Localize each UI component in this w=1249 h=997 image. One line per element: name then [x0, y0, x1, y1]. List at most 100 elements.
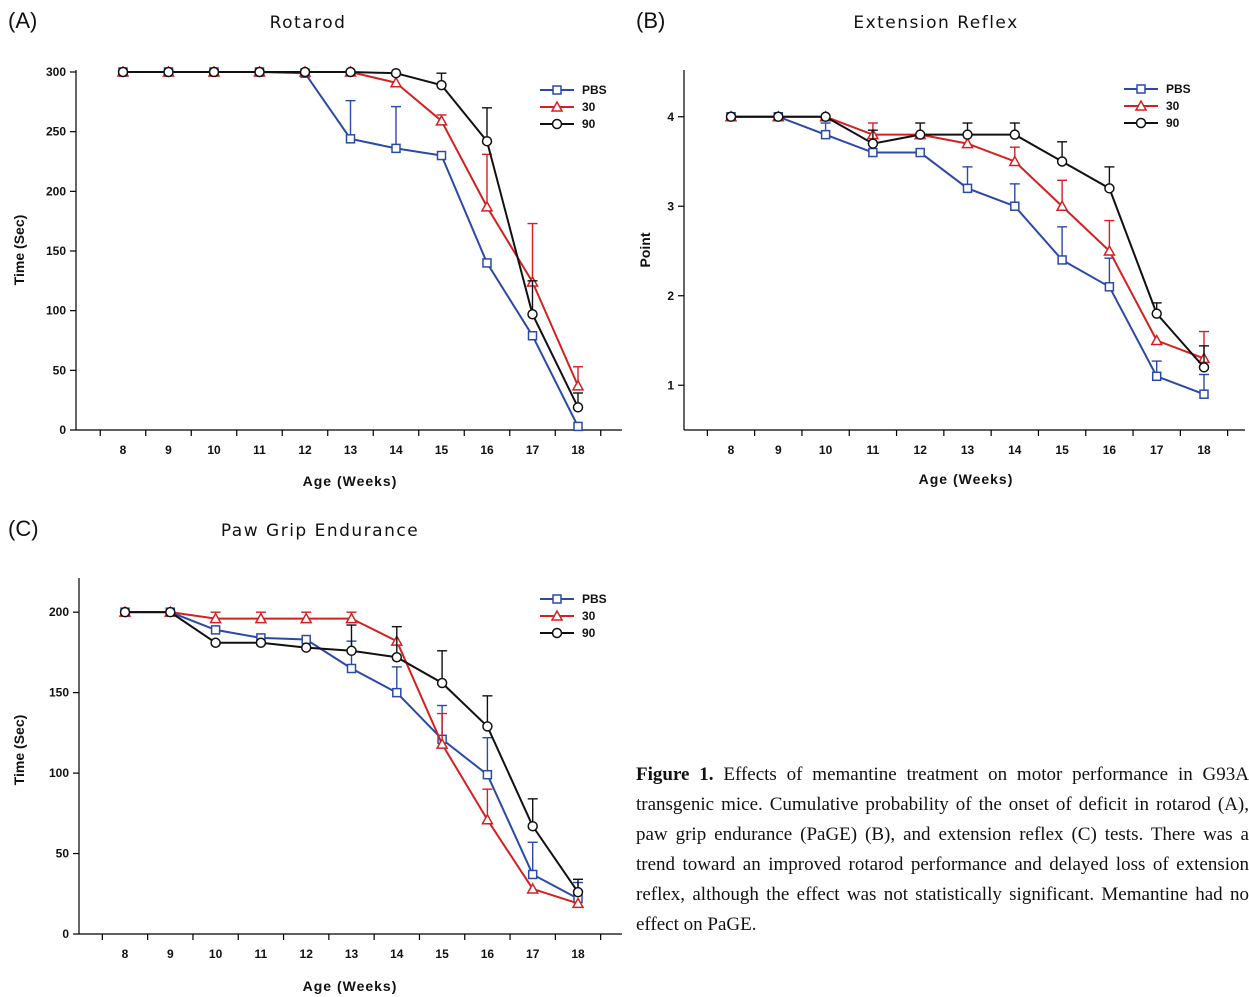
x-tick-label: 10: [209, 947, 223, 961]
data-point: [867, 138, 879, 149]
data-point: [482, 721, 493, 732]
data-point: [435, 737, 449, 749]
x-tick-label: 16: [480, 443, 494, 457]
y-tick-label: 100: [46, 304, 66, 318]
data-point: [773, 111, 784, 122]
y-tick-label: 4: [667, 110, 674, 124]
chart-panel-2: (C) Paw Grip Endurance 0 50 100 150 200 8 9 10 11 1…: [8, 516, 622, 994]
x-tick-label: 15: [435, 947, 449, 961]
x-tick-label: 12: [300, 947, 314, 961]
x-tick-label: 16: [481, 947, 495, 961]
y-tick-label: 300: [46, 65, 66, 79]
data-point: [1150, 333, 1163, 346]
data-point: [1009, 129, 1021, 140]
y-tick-label: 100: [49, 766, 69, 780]
legend-label: 30: [1166, 99, 1180, 113]
x-tick-label: 17: [526, 947, 540, 961]
x-axis-label: Age (Weeks): [303, 473, 398, 489]
x-tick-label: 8: [120, 443, 127, 457]
y-tick-label: 0: [59, 423, 66, 437]
data-point: [1104, 282, 1115, 292]
data-point: [165, 606, 176, 618]
caption-text: Effects of memantine treatment on motor …: [636, 764, 1249, 935]
legend-label: 90: [582, 117, 596, 131]
data-point: [527, 308, 538, 320]
y-tick-label: 200: [46, 184, 66, 198]
data-point: [117, 66, 129, 78]
data-point: [962, 129, 973, 140]
y-tick-label: 0: [62, 927, 69, 941]
data-point: [526, 882, 539, 894]
y-tick-label: 150: [46, 244, 66, 258]
data-point: [915, 147, 925, 158]
x-tick-label: 8: [122, 947, 129, 961]
x-tick-label: 9: [167, 947, 174, 961]
data-point: [346, 663, 357, 674]
legend-label: PBS: [582, 592, 607, 606]
data-point: [914, 129, 926, 140]
x-tick-label: 13: [961, 443, 975, 457]
data-point: [572, 886, 584, 898]
x-tick-label: 18: [571, 443, 585, 457]
data-point: [1198, 362, 1210, 373]
series-line: [731, 115, 1205, 360]
data-point: [1010, 201, 1020, 211]
data-point: [1103, 244, 1116, 256]
data-point: [551, 627, 563, 639]
data-point: [1151, 308, 1162, 319]
data-point: [481, 135, 493, 147]
data-point: [961, 137, 974, 149]
data-point: [435, 114, 448, 126]
x-tick-label: 18: [1197, 443, 1211, 457]
data-point: [482, 258, 492, 268]
data-point: [254, 612, 268, 624]
x-axis-label: Age (Weeks): [919, 471, 1014, 487]
series-30: [724, 110, 1211, 364]
data-point: [550, 100, 564, 112]
data-point: [390, 67, 402, 79]
y-axis-label: Point: [637, 232, 653, 267]
data-point: [527, 869, 538, 880]
data-point: [482, 769, 493, 780]
x-tick-label: 10: [819, 443, 833, 457]
y-tick-label: 250: [46, 125, 66, 139]
y-tick-label: 3: [667, 199, 674, 213]
series-90: [117, 66, 584, 413]
data-point: [552, 85, 562, 95]
data-point: [552, 594, 562, 604]
x-tick-label: 14: [389, 443, 403, 457]
x-tick-label: 15: [1055, 443, 1069, 457]
x-tick-label: 11: [253, 443, 266, 457]
data-point: [571, 379, 585, 391]
chart-title: Rotarod: [270, 13, 347, 33]
data-point: [254, 66, 265, 78]
x-tick-label: 17: [526, 443, 540, 457]
legend-label: 90: [1166, 116, 1180, 130]
data-point: [299, 612, 313, 624]
series-90: [119, 606, 584, 898]
y-tick-label: 50: [53, 363, 67, 377]
data-point: [255, 637, 267, 649]
y-tick-label: 150: [49, 686, 69, 700]
panel-label: (A): [8, 8, 37, 33]
x-tick-label: 14: [390, 947, 404, 961]
data-point: [163, 66, 174, 78]
data-point: [436, 79, 447, 91]
data-point: [208, 66, 220, 78]
data-point: [1008, 154, 1022, 167]
data-point: [571, 896, 585, 909]
data-point: [345, 66, 356, 78]
x-tick-label: 10: [207, 443, 221, 457]
data-point: [1055, 199, 1069, 211]
x-tick-label: 9: [775, 443, 782, 457]
data-point: [1135, 117, 1147, 129]
panel-label: (C): [8, 516, 39, 541]
data-point: [481, 813, 494, 825]
x-tick-label: 8: [728, 443, 735, 457]
data-point: [300, 642, 312, 653]
data-point: [209, 612, 222, 624]
x-tick-label: 18: [571, 947, 585, 961]
data-point: [210, 637, 221, 649]
